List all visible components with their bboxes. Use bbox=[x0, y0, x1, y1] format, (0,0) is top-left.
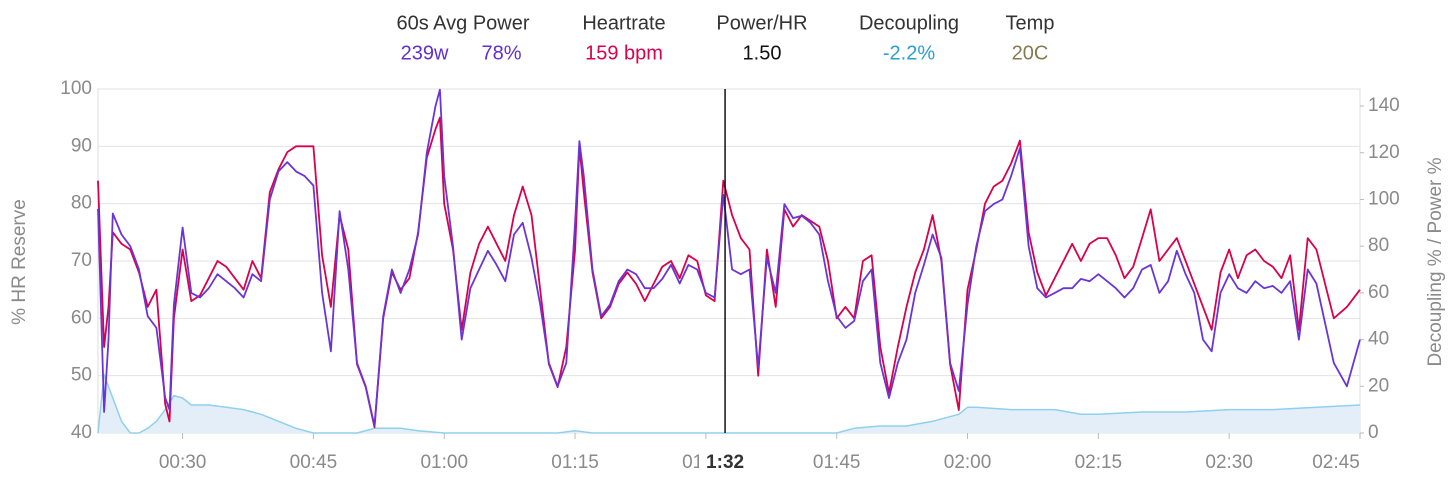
x-tick-label: 02:00 bbox=[944, 452, 992, 473]
y2-tick-label: 120 bbox=[1368, 142, 1400, 163]
x-tick-label: 01:00 bbox=[420, 452, 468, 473]
readout-value: -2.2% bbox=[883, 42, 935, 64]
y-tick-label: 50 bbox=[71, 365, 92, 386]
readout-label: Power/HR bbox=[716, 12, 807, 34]
y-tick-label: 60 bbox=[71, 307, 92, 328]
cursor-label: 1:32 bbox=[706, 452, 744, 473]
area bbox=[98, 374, 1360, 433]
y2-tick-label: 140 bbox=[1368, 95, 1400, 116]
line bbox=[97, 373, 1361, 434]
x-tick-label: 01:45 bbox=[813, 452, 861, 473]
cursor-label-bg bbox=[699, 449, 752, 477]
y2-tick-label: 0 bbox=[1368, 422, 1379, 443]
y-tick-label: 40 bbox=[71, 422, 92, 443]
y2-tick-label: 80 bbox=[1368, 235, 1389, 256]
readout-label: Decoupling bbox=[859, 12, 959, 34]
readout-value: 159 bpm bbox=[585, 42, 663, 64]
readout-label: Temp bbox=[1006, 12, 1055, 34]
x-tick-label: 01:15 bbox=[551, 452, 599, 473]
x-tick-label: 02:15 bbox=[1075, 452, 1123, 473]
y2-tick-label: 60 bbox=[1368, 282, 1389, 303]
readout-value: 1.50 bbox=[743, 42, 782, 64]
readout-value: 20C bbox=[1012, 42, 1049, 64]
y-tick-label: 100 bbox=[60, 78, 92, 99]
y2-axis-label: Decoupling % / Power % bbox=[1425, 157, 1446, 366]
y-tick-label: 70 bbox=[71, 250, 92, 271]
y-tick-label: 90 bbox=[71, 135, 92, 156]
y-tick-label: 80 bbox=[71, 193, 92, 214]
readout-label: 60s Avg Power bbox=[396, 12, 529, 34]
y-axis-label: % HR Reserve bbox=[9, 199, 30, 325]
x-tick-label: 02:30 bbox=[1205, 452, 1253, 473]
x-tick-label: 02:45 bbox=[1312, 452, 1360, 473]
y2-tick-label: 20 bbox=[1368, 375, 1389, 396]
line bbox=[97, 88, 1361, 427]
y2-tick-label: 100 bbox=[1368, 188, 1400, 209]
readout-label: Heartrate bbox=[582, 12, 665, 34]
x-tick-label: 00:30 bbox=[159, 452, 207, 473]
y2-tick-label: 40 bbox=[1368, 329, 1389, 350]
x-tick-label: 00:45 bbox=[290, 452, 338, 473]
readout-value: 239w bbox=[401, 42, 449, 64]
readout-value: 78% bbox=[481, 42, 521, 64]
line bbox=[97, 116, 1361, 429]
